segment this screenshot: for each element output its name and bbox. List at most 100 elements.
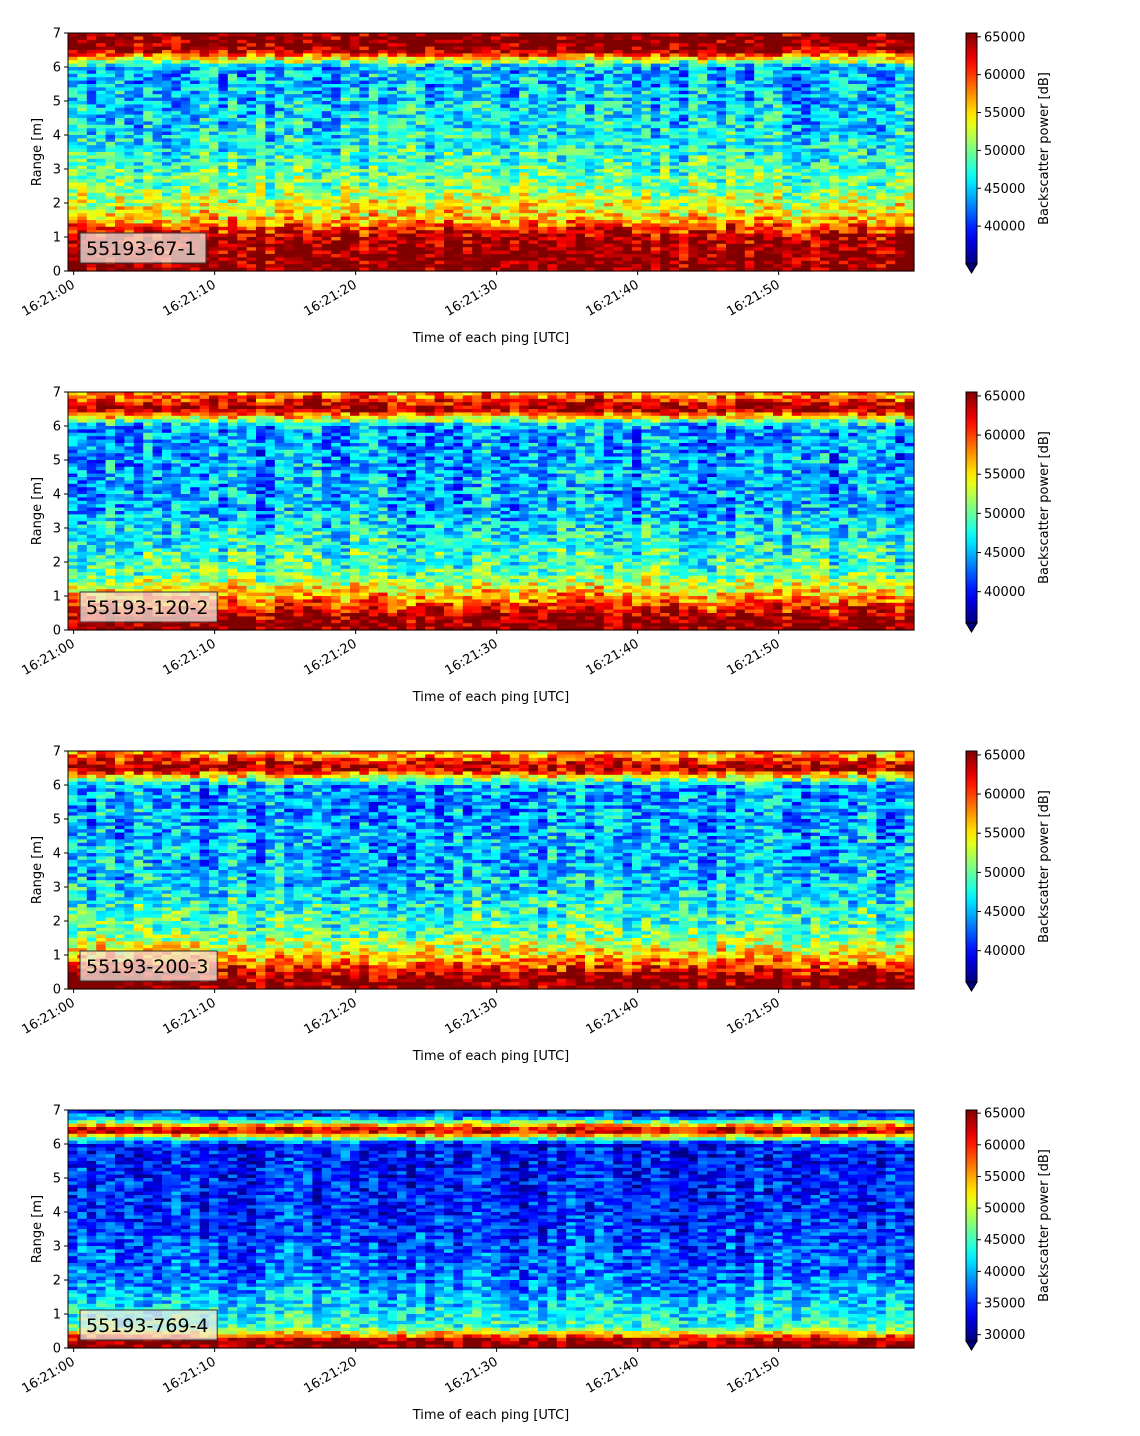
y-tick-label: 1: [53, 231, 61, 246]
colorbar-frame: [965, 32, 978, 265]
colorbar-extend-triangle: [965, 981, 978, 992]
y-tick-label: 3: [53, 1240, 61, 1255]
colorbar-tick-label: 45000: [984, 905, 1025, 920]
axes-frame: [67, 1109, 915, 1349]
x-tick-label: 16:21:00: [20, 1354, 78, 1396]
colorbar-tick-label: 30000: [984, 1328, 1025, 1343]
colorbar-tick-label: 55000: [984, 1170, 1025, 1185]
x-tick-label: 16:21:10: [161, 1354, 219, 1396]
subplot-4: 0 1 2 3 4 5 6 7 16:21:00 16:21:10 16:21:20 16:21:30…: [20, 1104, 1052, 1424]
y-tick-label: 3: [53, 881, 61, 896]
subplot-2: 0 1 2 3 4 5 6 7 16:21:00 16:21:10 16:21:20 16:21:30…: [20, 386, 1052, 706]
y-tick-label: 0: [53, 624, 61, 639]
y-tick-label: 4: [53, 129, 61, 144]
colorbar-gradient: [966, 33, 977, 264]
y-axis-label: Range [m]: [30, 118, 45, 186]
colorbar-tick-label: 45000: [984, 182, 1025, 197]
colorbar-tick-label: 55000: [984, 827, 1025, 842]
y-tick-label: 2: [53, 1274, 61, 1289]
colorbar-tick-label: 40000: [984, 1265, 1025, 1280]
axes-frame: [67, 391, 915, 631]
instrument-label: 55193-67-1: [86, 238, 196, 260]
y-tick-label: 0: [53, 265, 61, 280]
instrument-label-box: [79, 1309, 218, 1341]
colorbar-tick-label: 60000: [984, 788, 1025, 803]
colorbar-tick-label: 40000: [984, 220, 1025, 235]
y-tick-label: 4: [53, 1206, 61, 1221]
x-tick-label: 16:21:50: [725, 1354, 783, 1396]
colorbar: 30000 35000 40000 45000 50000 55000 60000 65000…: [965, 1107, 1052, 1351]
x-tick-label: 16:21:10: [161, 995, 219, 1037]
x-tick-label: 16:21:50: [725, 995, 783, 1037]
x-tick-label: 16:21:00: [20, 277, 78, 319]
instrument-label: 55193-200-3: [86, 956, 209, 978]
x-tick-label: 16:21:10: [161, 277, 219, 319]
y-tick-label: 7: [53, 27, 61, 42]
y-tick-label: 1: [53, 1308, 61, 1323]
x-tick-label: 16:21:00: [20, 995, 78, 1037]
instrument-label-box: [79, 591, 218, 623]
colorbar-tick-label: 50000: [984, 866, 1025, 881]
colorbar-gradient: [966, 1110, 977, 1341]
y-tick-label: 2: [53, 197, 61, 212]
colorbar-tick-label: 45000: [984, 1233, 1025, 1248]
y-tick-label: 5: [53, 95, 61, 110]
y-tick-label: 2: [53, 556, 61, 571]
colorbar-tick-label: 65000: [984, 748, 1025, 763]
colorbar-label: Backscatter power [dB]: [1037, 1149, 1052, 1302]
y-tick-label: 0: [53, 983, 61, 998]
colorbar-frame: [965, 391, 978, 624]
x-tick-label: 16:21:40: [584, 277, 642, 319]
x-tick-label: 16:21:30: [443, 277, 501, 319]
y-tick-label: 4: [53, 847, 61, 862]
axes-frame: [67, 750, 915, 990]
colorbar-tick-label: 60000: [984, 429, 1025, 444]
y-tick-label: 3: [53, 163, 61, 178]
y-tick-label: 7: [53, 745, 61, 760]
colorbar-tick-label: 45000: [984, 546, 1025, 561]
y-tick-label: 6: [53, 61, 61, 76]
colorbar-label: Backscatter power [dB]: [1037, 431, 1052, 584]
colorbar-tick-label: 65000: [984, 30, 1025, 45]
y-tick-label: 7: [53, 1104, 61, 1119]
heatmap-image: [68, 392, 915, 631]
colorbar-tick-label: 55000: [984, 468, 1025, 483]
colorbar-label: Backscatter power [dB]: [1037, 72, 1052, 225]
heatmap-image: [68, 751, 915, 990]
colorbar-tick-label: 50000: [984, 1202, 1025, 1217]
colorbar-tick-label: 35000: [984, 1297, 1025, 1312]
colorbar-extend-triangle: [965, 263, 978, 274]
instrument-label-box: [79, 232, 207, 264]
x-tick-label: 16:21:20: [302, 1354, 360, 1396]
y-axis-label: Range [m]: [30, 1195, 45, 1263]
y-tick-label: 7: [53, 386, 61, 401]
x-axis-label: Time of each ping [UTC]: [412, 690, 570, 705]
instrument-label: 55193-769-4: [86, 1315, 209, 1337]
colorbar-tick-label: 55000: [984, 106, 1025, 121]
x-axis-label: Time of each ping [UTC]: [412, 1049, 570, 1064]
colorbar-frame: [965, 750, 978, 983]
instrument-label-box: [79, 950, 218, 982]
colorbar-tick-label: 50000: [984, 144, 1025, 159]
subplot-1: 0 1 2 3 4 5 6 7 16:21:00 16:21:10 16:21:20 16:21:30…: [20, 27, 1052, 347]
y-tick-label: 3: [53, 522, 61, 537]
x-axis-label: Time of each ping [UTC]: [412, 331, 570, 346]
colorbar-tick-label: 60000: [984, 68, 1025, 83]
y-tick-label: 5: [53, 454, 61, 469]
instrument-label: 55193-120-2: [86, 597, 209, 619]
x-tick-label: 16:21:20: [302, 277, 360, 319]
y-tick-label: 5: [53, 813, 61, 828]
x-axis-label: Time of each ping [UTC]: [412, 1408, 570, 1423]
colorbar-label: Backscatter power [dB]: [1037, 790, 1052, 943]
y-tick-label: 0: [53, 1342, 61, 1357]
colorbar-tick-label: 60000: [984, 1138, 1025, 1153]
y-tick-label: 5: [53, 1172, 61, 1187]
subplot-3: 0 1 2 3 4 5 6 7 16:21:00 16:21:10 16:21:20 16:21:30…: [20, 745, 1052, 1065]
y-tick-label: 6: [53, 420, 61, 435]
x-tick-label: 16:21:10: [161, 636, 219, 678]
x-tick-label: 16:21:30: [443, 995, 501, 1037]
y-tick-label: 1: [53, 590, 61, 605]
y-tick-label: 2: [53, 915, 61, 930]
axes-frame: [67, 32, 915, 272]
